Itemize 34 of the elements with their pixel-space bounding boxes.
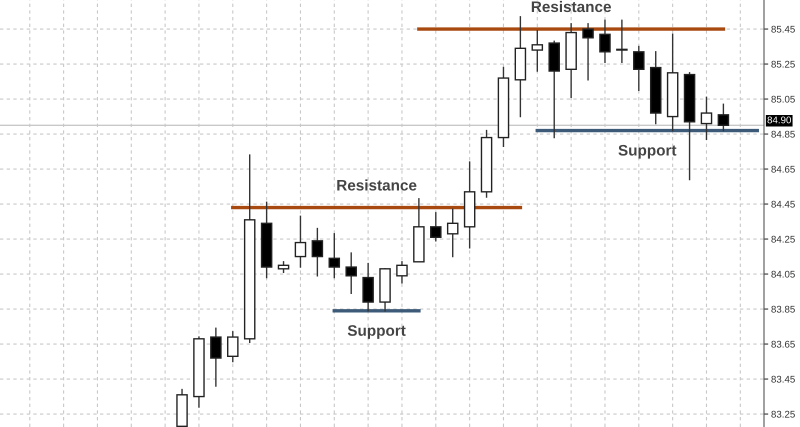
candlestick — [599, 20, 611, 63]
candlestick — [633, 46, 645, 91]
candlestick — [278, 261, 290, 273]
y-tick-label: 84.25 — [771, 236, 795, 243]
y-tick-label: 83.25 — [771, 410, 795, 418]
series-label: Support — [348, 325, 406, 339]
y-tick-label: 85.25 — [771, 60, 795, 68]
candlestick — [227, 331, 239, 362]
y-tick-label: 83.65 — [771, 340, 795, 348]
series-label: Resistance — [532, 0, 611, 12]
candlestick — [616, 20, 628, 63]
candlestick — [430, 212, 442, 242]
candlestick — [532, 30, 544, 72]
y-tick-label: 85.45 — [771, 26, 795, 33]
candlestick — [700, 96, 712, 140]
y-tick-label: 84.85 — [771, 130, 795, 138]
candlestick — [294, 216, 306, 268]
candlestick — [312, 228, 324, 276]
y-tick-label: 85.05 — [771, 96, 795, 103]
y-tick-label: 84.45 — [771, 200, 795, 208]
series-label: Resistance — [337, 179, 416, 191]
y-tick-label: 83.45 — [771, 376, 795, 383]
ref-line-label: 84.90 — [767, 116, 792, 124]
candlestick — [718, 104, 730, 132]
series-label: Support — [618, 144, 676, 159]
y-tick-label: 83.85 — [771, 306, 795, 313]
candlestick — [582, 23, 594, 80]
candlestick — [328, 233, 340, 278]
y-tick-label: 84.65 — [771, 166, 795, 173]
candlestick — [345, 252, 357, 294]
candlestick — [446, 208, 458, 258]
y-tick-label: 84.05 — [771, 270, 795, 278]
candlestick — [396, 261, 408, 284]
candlestick — [210, 328, 222, 387]
